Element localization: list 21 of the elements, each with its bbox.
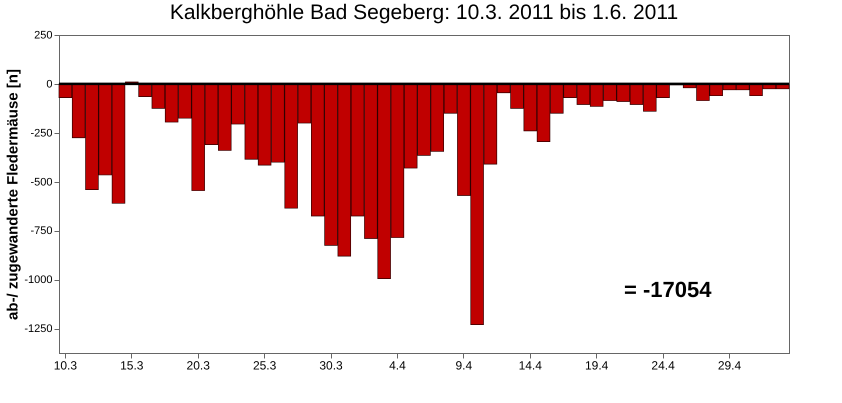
- x-tick-label: 15.3: [120, 358, 144, 372]
- x-tick-label: 9.4: [456, 358, 473, 372]
- y-tick-label: -1250: [24, 323, 52, 336]
- y-tick-label: -500: [30, 176, 52, 188]
- x-tick-label: 14.4: [518, 358, 542, 372]
- y-tick-label: -750: [30, 225, 52, 238]
- x-tick-label: 19.4: [584, 358, 609, 372]
- x-tick-label: 25.3: [252, 358, 277, 372]
- x-tick-label: 10.3: [54, 358, 78, 372]
- x-tick-label: 20.3: [186, 358, 210, 372]
- x-tick-label: 4.4: [389, 358, 406, 372]
- x-tick-label: 29.4: [718, 358, 742, 372]
- x-tick-label: 24.4: [651, 358, 676, 372]
- x-tick-label: 30.3: [319, 358, 344, 372]
- y-tick-label: 0: [46, 78, 52, 90]
- y-tick-label: 250: [34, 30, 52, 42]
- chart-title: Kalkberghöhle Bad Segeberg: 10.3. 2011 bis 1.6. 2011: [170, 1, 678, 24]
- y-tick-label: -1000: [24, 274, 52, 286]
- annotation: = -17054: [624, 277, 712, 302]
- y-axis-title: ab-/ zugewanderte Fledermäuse [n]: [4, 69, 22, 320]
- y-tick-label: -250: [30, 127, 52, 140]
